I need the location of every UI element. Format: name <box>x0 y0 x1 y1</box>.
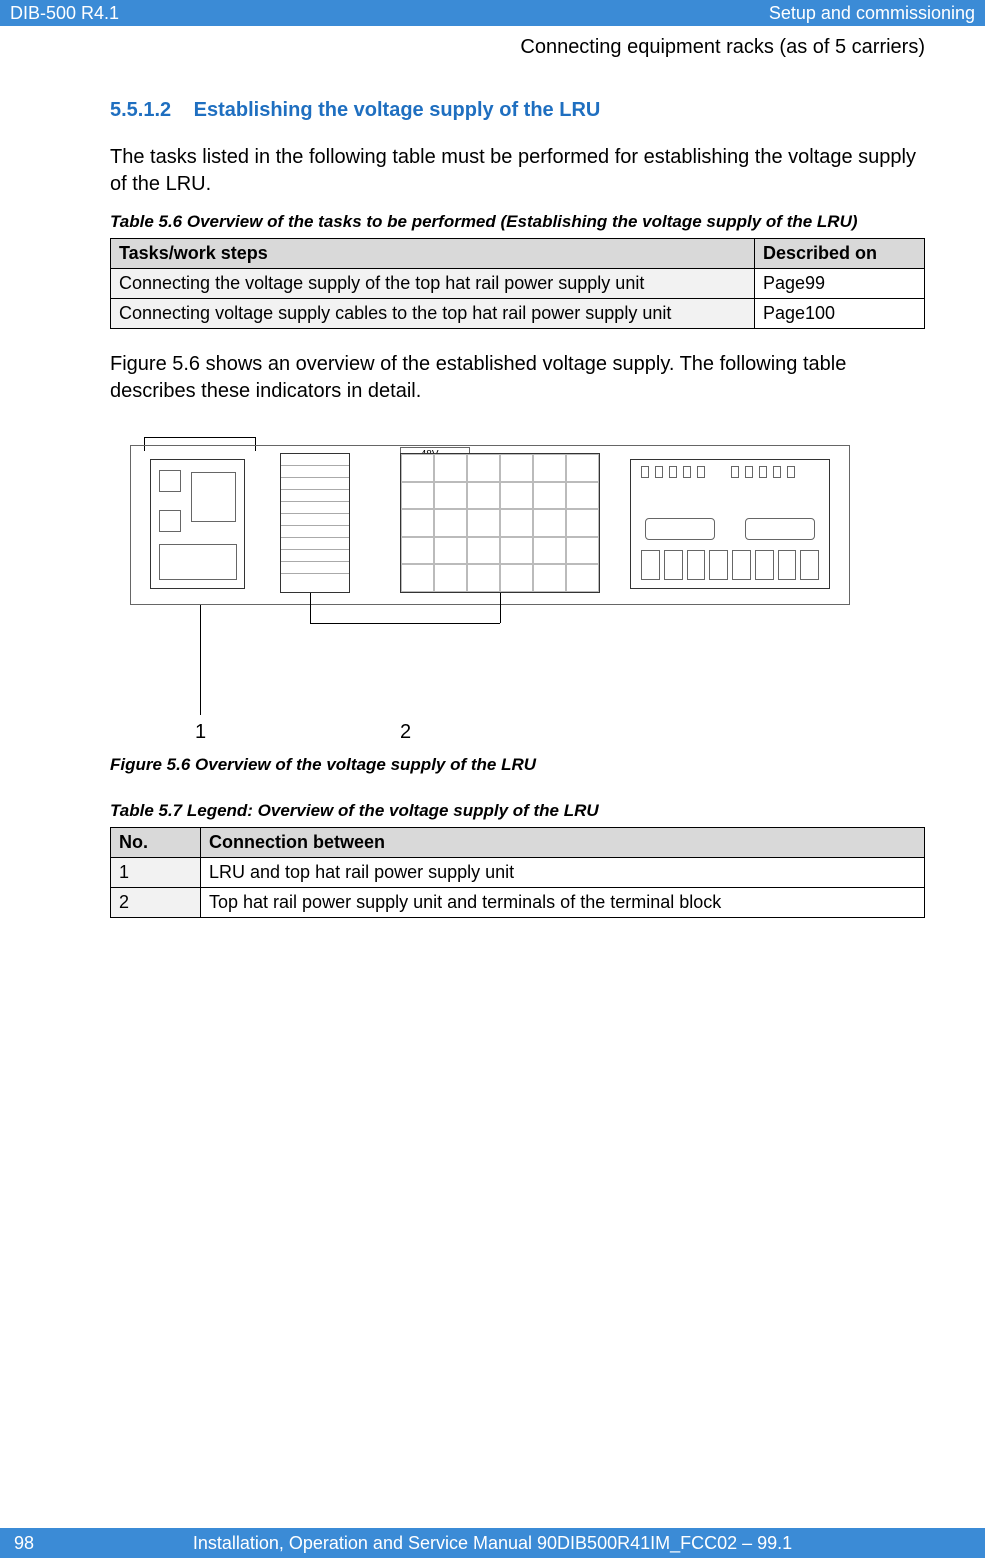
dsub-connector <box>645 518 715 540</box>
figure-box: 48V ⎓ 24A max <box>110 425 870 645</box>
table-row: 1 LRU and top hat rail power supply unit <box>111 858 925 888</box>
section-heading: 5.5.1.2 Establishing the voltage supply … <box>110 99 925 122</box>
table-row: Connecting the voltage supply of the top… <box>111 269 925 299</box>
desc-cell: Page100 <box>755 299 925 329</box>
terminal-block <box>400 453 600 593</box>
connector-panel <box>630 459 830 589</box>
leader-line-1 <box>200 605 201 715</box>
content-area: 5.5.1.2 Establishing the voltage supply … <box>0 59 985 918</box>
table-row: Tasks/work steps Described on <box>111 239 925 269</box>
table-row: Connecting voltage supply cables to the … <box>111 299 925 329</box>
lru-port <box>159 510 181 532</box>
manual-id: Installation, Operation and Service Manu… <box>54 1533 931 1554</box>
section-title: Establishing the voltage supply of the L… <box>194 99 601 121</box>
legend-no: 2 <box>111 888 201 918</box>
legend-conn: LRU and top hat rail power supply unit <box>201 858 925 888</box>
table-5-6-caption: Table 5.6 Overview of the tasks to be pe… <box>110 212 925 232</box>
figure-caption: Figure 5.6 Overview of the voltage suppl… <box>110 755 925 775</box>
table-5-7-caption: Table 5.7 Legend: Overview of the voltag… <box>110 801 925 821</box>
dsub-connector <box>745 518 815 540</box>
leader-line-2 <box>310 593 311 623</box>
desc-cell: Page99 <box>755 269 925 299</box>
callout-number-2: 2 <box>400 721 411 744</box>
table-row: No. Connection between <box>111 828 925 858</box>
col-header-tasks: Tasks/work steps <box>111 239 755 269</box>
lru-switch <box>159 544 237 580</box>
intro-paragraph: The tasks listed in the following table … <box>110 144 925 198</box>
col-header-conn: Connection between <box>201 828 925 858</box>
leader-line-2 <box>500 593 501 623</box>
table-5-6: Tasks/work steps Described on Connecting… <box>110 238 925 329</box>
sub-heading: Connecting equipment racks (as of 5 carr… <box>0 26 985 59</box>
lru-panel <box>191 472 236 522</box>
callout-number-1: 1 <box>195 721 206 744</box>
chapter-title: Setup and commissioning <box>769 3 975 24</box>
task-cell: Connecting voltage supply cables to the … <box>111 299 755 329</box>
psu-block <box>280 453 350 593</box>
table-5-7: No. Connection between 1 LRU and top hat… <box>110 827 925 918</box>
page: DIB-500 R4.1 Setup and commissioning Con… <box>0 0 985 1558</box>
section-number: 5.5.1.2 <box>110 99 171 122</box>
task-cell: Connecting the voltage supply of the top… <box>111 269 755 299</box>
top-connectors <box>641 466 819 480</box>
doc-id: DIB-500 R4.1 <box>10 3 119 24</box>
legend-no: 1 <box>111 858 201 888</box>
figure-5-6: 48V ⎓ 24A max <box>110 425 925 775</box>
leader-line-2 <box>310 623 500 624</box>
top-bar: DIB-500 R4.1 Setup and commissioning <box>0 0 985 26</box>
col-header-described: Described on <box>755 239 925 269</box>
bottom-bar: 98 Installation, Operation and Service M… <box>0 1528 985 1558</box>
terminal-grid <box>401 454 599 592</box>
lru-port <box>159 470 181 492</box>
lru-block <box>150 459 245 589</box>
col-header-no: No. <box>111 828 201 858</box>
table-row: 2 Top hat rail power supply unit and ter… <box>111 888 925 918</box>
legend-conn: Top hat rail power supply unit and termi… <box>201 888 925 918</box>
page-number: 98 <box>14 1533 54 1554</box>
rj-ports <box>641 550 819 580</box>
mid-paragraph: Figure 5.6 shows an overview of the esta… <box>110 351 925 405</box>
